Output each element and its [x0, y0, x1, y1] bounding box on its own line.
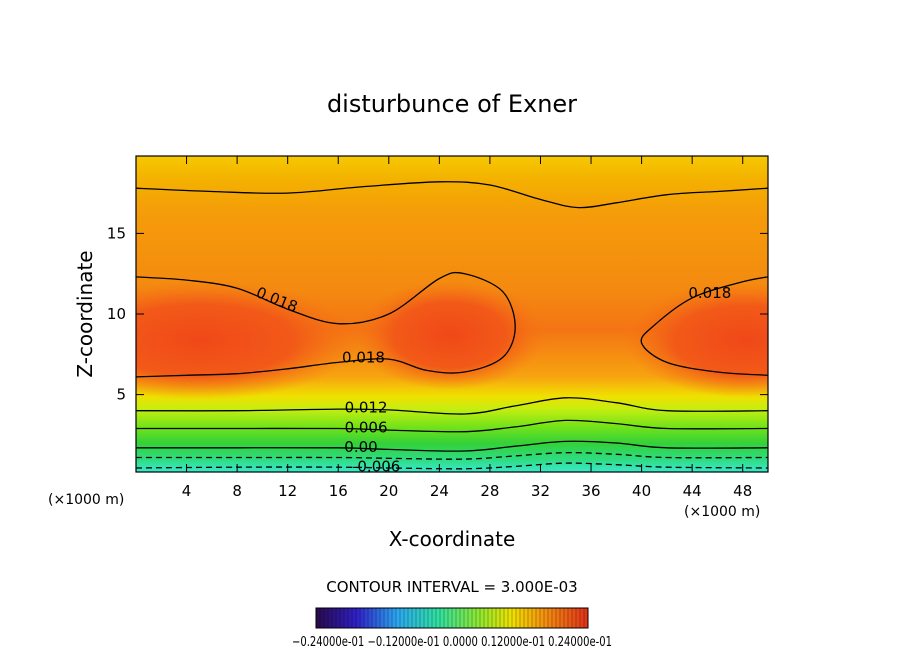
- x-tick-label: 8: [232, 482, 242, 500]
- x-tick-label: 44: [683, 482, 702, 500]
- contour-label: 0.00: [344, 438, 377, 456]
- x-tick-label: 24: [430, 482, 449, 500]
- colorbar-stripes: [319, 608, 585, 628]
- contour-interval-note: CONTOUR INTERVAL = 3.000E-03: [326, 578, 577, 596]
- contour-lines: [136, 181, 768, 470]
- contour-line: [136, 451, 768, 460]
- contour-line: [136, 271, 516, 378]
- x-tick-label: 36: [581, 482, 600, 500]
- y-tick-label: 10: [107, 305, 126, 323]
- contour-line: [136, 440, 768, 452]
- y-axis: 5 10 15: [107, 224, 768, 404]
- contour-label: 0.006: [345, 419, 388, 437]
- x-tick-label: 28: [480, 482, 499, 500]
- y-tick-label: 5: [116, 386, 126, 404]
- x-unit-label: (×1000 m): [684, 504, 760, 520]
- contour-label: 0.012: [345, 399, 388, 417]
- x-tick-label: 16: [329, 482, 348, 500]
- x-tick-label: 40: [632, 482, 651, 500]
- colorbar-tick-labels: −0.24000e-01 −0.12000e-01 0.0000 0.12000…: [292, 635, 612, 650]
- x-axis: 4 8 12 16 20 24 28 32 36 40 44 48: [182, 156, 752, 500]
- contour-label: 0.018: [688, 284, 731, 302]
- x-tick-label: 48: [733, 482, 752, 500]
- colorbar: −0.24000e-01 −0.12000e-01 0.0000 0.12000…: [292, 607, 612, 650]
- core-left: [136, 280, 360, 400]
- y-unit-label: (×1000 m): [48, 492, 124, 508]
- contour-line: [136, 181, 768, 209]
- chart-title: disturbunce of Exner: [327, 90, 577, 118]
- contour-line: [136, 462, 768, 470]
- x-tick-label: 12: [278, 482, 297, 500]
- contour-line: [136, 419, 768, 433]
- y-tick-label: 15: [107, 224, 126, 242]
- x-tick-label: 32: [531, 482, 550, 500]
- contour-line: [640, 276, 768, 376]
- contour-label: -0.006: [352, 457, 400, 475]
- x-tick-label: 20: [379, 482, 398, 500]
- y-axis-label: Z-coordinate: [73, 250, 97, 377]
- contour-line: [136, 397, 768, 415]
- x-tick-label: 4: [182, 482, 192, 500]
- contour-label: 0.018: [342, 349, 385, 367]
- core-right: [625, 282, 768, 398]
- x-axis-label: X-coordinate: [389, 527, 516, 551]
